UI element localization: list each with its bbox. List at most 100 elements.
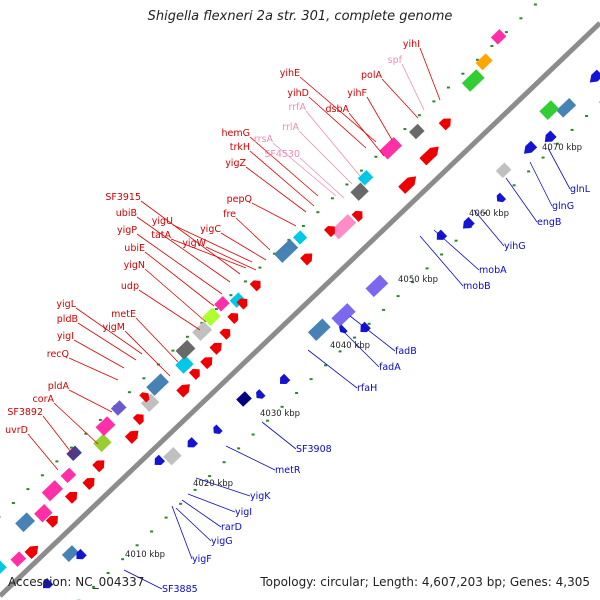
gene-label-metE[interactable]: metE: [111, 309, 136, 320]
label-connector-plus: [77, 322, 137, 361]
label-connector-minus: [187, 493, 236, 513]
scale-tick-mark: [382, 308, 386, 311]
gene-label-yigM[interactable]: yigM: [103, 322, 126, 333]
scale-tick-mark: [367, 322, 371, 325]
gene-label-pldA[interactable]: pldA: [48, 381, 70, 392]
gene-label-yigN[interactable]: yigN: [124, 260, 145, 271]
label-connector-minus: [175, 507, 212, 542]
gene-label-yihD[interactable]: yihD: [287, 88, 309, 99]
genome-backbone: [0, 21, 600, 598]
gene-label-spf[interactable]: spf: [388, 55, 403, 66]
gene-label-dsbA[interactable]: dsbA: [325, 104, 349, 115]
gene-label-yigK[interactable]: yigK: [250, 491, 271, 502]
scale-tick-mark: [533, 3, 537, 6]
gene-label-yigI-plus[interactable]: yigI: [57, 331, 74, 342]
gene-label-glnL[interactable]: glnL: [570, 184, 591, 195]
gene-label-polA[interactable]: polA: [361, 70, 382, 81]
label-connector-plus: [68, 357, 119, 381]
gene-label-tatA[interactable]: tatA: [151, 230, 171, 241]
gene-label-SF4530[interactable]: SF4530: [264, 149, 300, 160]
label-connector-plus: [308, 96, 367, 149]
label-connector-plus: [42, 415, 75, 457]
gene-label-mobA[interactable]: mobA: [479, 265, 507, 276]
label-connector-plus: [68, 389, 113, 413]
scale-tick-mark: [98, 418, 102, 421]
gene-arrow-plus: [438, 118, 451, 131]
scale-tick-mark: [179, 502, 183, 505]
gene-label-metR[interactable]: metR: [275, 465, 301, 476]
gene-arrow-minus: [187, 437, 198, 448]
scale-tick-mark: [127, 391, 131, 394]
gene-label-SF3908[interactable]: SF3908: [296, 444, 332, 455]
gene-label-SF3885[interactable]: SF3885: [162, 584, 198, 595]
scale-tick-mark: [251, 433, 255, 436]
gene-label-hemG[interactable]: hemG: [222, 128, 250, 139]
gene-label-yigF[interactable]: yigF: [192, 554, 212, 565]
gene-label-yigC[interactable]: yigC: [200, 224, 221, 235]
plus-strand-labels: uvrD SF3892 corA pldA recQ yigI pldB yig…: [5, 39, 420, 436]
scale-tick-mark: [237, 447, 241, 450]
gene-label-fadA[interactable]: fadA: [379, 362, 401, 373]
gene-label-engB[interactable]: engB: [537, 217, 561, 228]
scale-labels: 4010 kbp 4020 kbp 4030 kbp 4040 kbp 4050…: [125, 143, 582, 560]
gene-label-yigI-minus[interactable]: yigI: [235, 507, 252, 518]
gene-label-yigU[interactable]: yigU: [152, 216, 173, 227]
gene-arrow-plus: [419, 146, 439, 166]
label-connector-minus: [339, 327, 380, 368]
gene-label-corA[interactable]: corA: [33, 394, 55, 405]
gene-block-plus: [110, 400, 127, 416]
label-connector-minus: [419, 235, 464, 287]
gene-block-plus: [60, 467, 77, 484]
gene-arrow-minus: [544, 130, 557, 143]
gene-label-yihI[interactable]: yihI: [403, 39, 420, 50]
gene-block-plus: [461, 69, 485, 92]
gene-label-SF3915[interactable]: SF3915: [105, 192, 141, 203]
gene-label-yigL[interactable]: yigL: [56, 299, 76, 310]
scale-tick-mark: [490, 45, 494, 47]
gene-label-yigG[interactable]: yigG: [211, 536, 233, 547]
gene-block-plus: [140, 393, 160, 412]
gene-label-yigW[interactable]: yigW: [182, 238, 206, 249]
gene-label-yigZ[interactable]: yigZ: [225, 158, 246, 169]
gene-label-fadB[interactable]: fadB: [395, 346, 417, 357]
gene-block-plus: [93, 433, 112, 453]
gene-label-pldB[interactable]: pldB: [57, 314, 78, 325]
gene-block-plus: [175, 355, 194, 374]
scale-tick-mark: [396, 295, 400, 298]
length-value: 4,607,203 bp: [421, 575, 502, 589]
gene-label-recQ[interactable]: recQ: [47, 349, 69, 360]
scale-tick-mark: [106, 572, 110, 574]
scale-tick-mark: [504, 31, 508, 34]
scale-tick-mark: [440, 253, 444, 256]
gene-label-mobB[interactable]: mobB: [463, 281, 491, 292]
gene-label-yihF[interactable]: yihF: [347, 88, 367, 99]
gene-label-yihE[interactable]: yihE: [280, 68, 300, 79]
gene-arrow-minus: [462, 217, 475, 229]
gene-label-ubiE[interactable]: ubiE: [124, 243, 145, 254]
gene-label-glnG[interactable]: glnG: [552, 201, 574, 212]
gene-label-trkH[interactable]: trkH: [230, 142, 250, 153]
label-connector-minus: [433, 229, 480, 271]
gene-label-rrfA[interactable]: rrfA: [289, 102, 307, 113]
scale-tick-mark: [527, 170, 531, 173]
scale-tick-mark: [425, 267, 429, 270]
gene-label-rarD[interactable]: rarD: [221, 522, 242, 533]
gene-label-fre[interactable]: fre: [223, 209, 236, 220]
scale-tick-mark: [135, 544, 139, 547]
label-connector-rna: [401, 63, 425, 111]
gene-label-uvrD[interactable]: uvrD: [5, 425, 28, 436]
gene-label-yihG[interactable]: yihG: [504, 241, 526, 252]
gene-label-rfaH[interactable]: rfaH: [357, 383, 377, 394]
gene-label-SF3892[interactable]: SF3892: [7, 407, 43, 418]
gene-label-pepQ[interactable]: pepQ: [227, 194, 252, 205]
scale-tick-mark: [316, 211, 320, 214]
gene-label-yigP[interactable]: yigP: [117, 225, 137, 236]
gene-label-rrsA[interactable]: rrsA: [254, 134, 274, 145]
gene-label-ubiB[interactable]: ubiB: [116, 208, 137, 219]
gene-arrow-plus: [65, 491, 78, 504]
gene-label-rrlA[interactable]: rrlA: [282, 122, 299, 133]
gene-arrow-plus: [176, 384, 190, 398]
scale-tick-mark: [280, 405, 284, 408]
gene-label-udp[interactable]: udp: [121, 281, 139, 292]
label-connector-plus: [135, 317, 179, 363]
